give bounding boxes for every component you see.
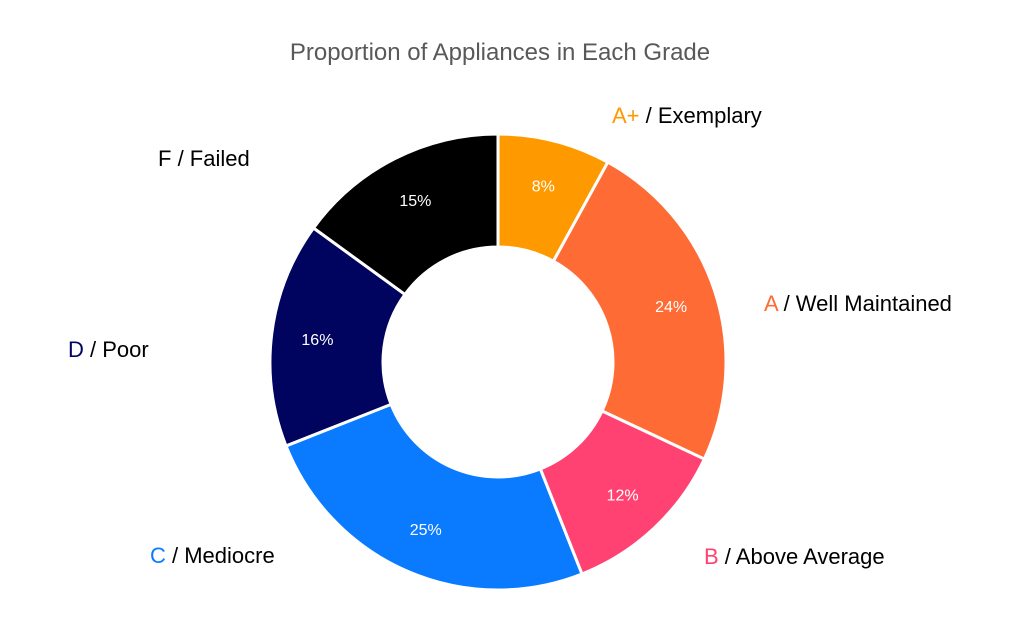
category-label: B / Above Average [704,544,885,569]
category-grade: A+ [612,103,640,128]
category-label: F / Failed [158,146,250,171]
category-labels-group: A+ / Exemplary A / Well Maintained B / Abo… [68,103,952,569]
slice-a [551,160,728,462]
category-label: C / Mediocre [150,543,275,568]
percent-label: 24% [655,299,687,316]
category-description: / Mediocre [166,543,275,568]
percent-label: 8% [532,179,555,196]
category-description: / Failed [171,146,249,171]
slices-group [268,132,728,592]
percent-label: 15% [399,193,431,210]
category-grade: C [150,543,166,568]
category-grade: D [68,337,84,362]
category-grade: F [158,146,171,171]
category-label: A / Well Maintained [764,291,952,316]
chart-title: Proportion of Appliances in Each Grade [290,39,710,66]
category-grade: B [704,544,719,569]
category-label: D / Poor [68,337,149,362]
slice-d [268,225,408,448]
percent-label: 25% [410,522,442,539]
category-grade: A [764,291,779,316]
category-description: / Above Average [719,544,885,569]
category-description: / Well Maintained [777,291,951,316]
percent-labels-group: 8% 24% 12% 25% 16% 15% [301,179,687,539]
percent-label: 12% [607,488,639,505]
category-description: / Poor [84,337,149,362]
slice-f [311,132,500,297]
category-label: A+ / Exemplary [612,103,762,128]
category-description: / Exemplary [640,103,762,128]
percent-label: 16% [301,332,333,349]
slice-c [284,402,584,592]
